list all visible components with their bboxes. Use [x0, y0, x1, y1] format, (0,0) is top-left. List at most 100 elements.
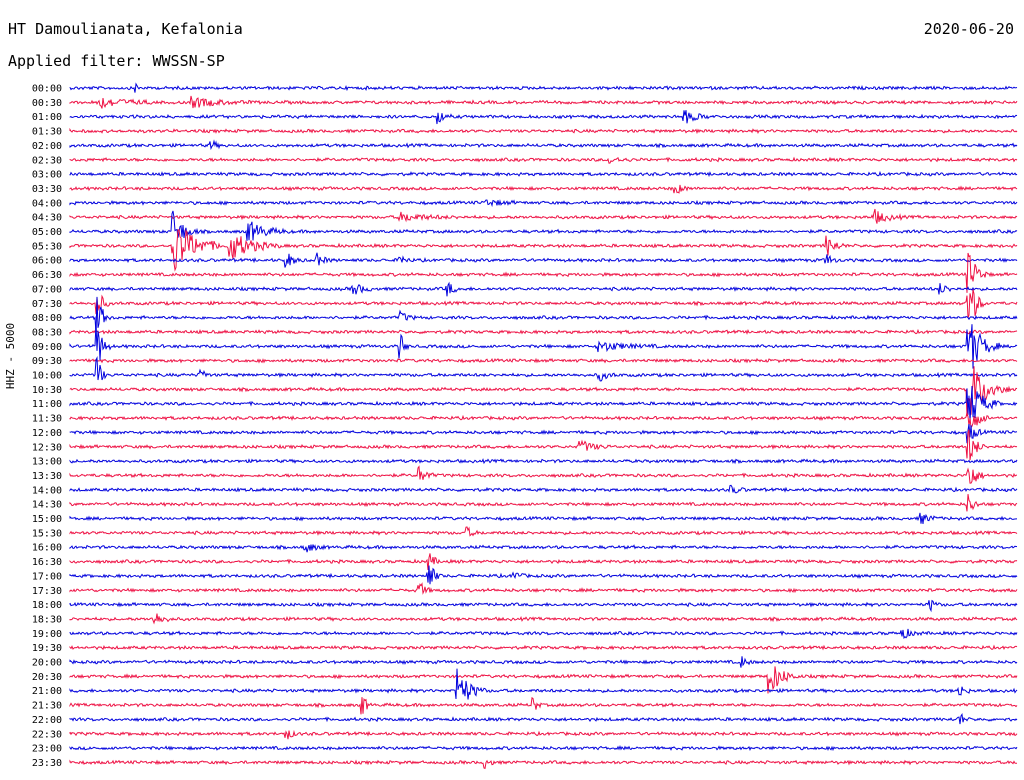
seismic-trace — [69, 582, 1018, 595]
row-time-label: 16:30 — [32, 557, 62, 568]
seismic-trace — [69, 494, 1018, 512]
seismic-trace — [69, 512, 1017, 525]
seismic-trace — [69, 357, 1018, 364]
row-time-label: 21:00 — [32, 686, 62, 697]
row-time-label: 02:00 — [32, 141, 62, 152]
row-time-label: 15:00 — [32, 514, 62, 525]
seismic-trace — [69, 745, 1018, 752]
seismic-trace — [69, 210, 1018, 241]
row-time-label: 13:00 — [32, 457, 62, 468]
row-time-label: 08:30 — [32, 327, 62, 338]
seismic-trace — [69, 565, 1018, 585]
seismic-trace — [69, 553, 1018, 570]
row-time-label: 06:00 — [32, 256, 62, 267]
row-time-label: 21:30 — [32, 701, 62, 712]
row-time-label: 12:00 — [32, 428, 62, 439]
row-time-label: 03:30 — [32, 184, 62, 195]
seismic-trace — [69, 127, 1018, 135]
row-time-label: 13:30 — [32, 471, 62, 482]
seismic-trace — [69, 296, 1018, 335]
seismic-trace — [69, 429, 1018, 461]
row-time-label: 00:30 — [32, 98, 62, 109]
seismic-trace — [69, 366, 1018, 417]
row-time-label: 19:30 — [32, 643, 62, 654]
seismic-trace — [69, 644, 1018, 651]
seismic-trace — [69, 544, 1018, 553]
row-time-label: 10:00 — [32, 371, 62, 382]
seismic-trace — [69, 208, 1018, 224]
seismic-trace — [69, 156, 1018, 164]
row-time-label: 14:00 — [32, 485, 62, 496]
row-time-label: 18:30 — [32, 614, 62, 625]
row-time-label: 01:00 — [32, 112, 62, 123]
seismic-trace — [69, 713, 1018, 725]
row-time-label: 01:30 — [32, 127, 62, 138]
row-time-label: 20:30 — [32, 672, 62, 683]
seismic-trace — [69, 289, 1018, 319]
row-time-label: 17:30 — [32, 586, 62, 597]
seismic-trace — [69, 696, 1018, 715]
filter-label: Applied filter: WWSSN-SP — [8, 52, 225, 70]
seismic-trace — [69, 252, 1018, 293]
row-time-label: 00:00 — [32, 84, 62, 95]
seismic-trace — [69, 484, 1018, 494]
seismic-trace — [69, 458, 1018, 465]
row-time-label: 09:30 — [32, 356, 62, 367]
station-title: HT Damoulianata, Kefalonia — [8, 20, 243, 38]
seismic-trace — [69, 139, 1018, 151]
seismic-trace — [69, 628, 1018, 640]
seismic-trace — [69, 759, 1018, 770]
row-time-label: 16:00 — [32, 543, 62, 554]
seismic-trace — [69, 424, 1018, 444]
row-time-label: 20:00 — [32, 658, 62, 669]
row-time-label: 11:30 — [32, 414, 62, 425]
seismic-trace — [69, 110, 1018, 125]
row-time-label: 05:30 — [32, 241, 62, 252]
row-time-label: 09:00 — [32, 342, 62, 353]
seismic-trace — [69, 95, 1018, 109]
seismic-trace — [69, 666, 1018, 694]
row-time-label: 03:00 — [32, 170, 62, 181]
seismic-trace — [69, 599, 1018, 613]
seismic-trace — [69, 199, 1018, 208]
row-time-label: 05:00 — [32, 227, 62, 238]
seismic-trace — [69, 385, 1018, 422]
seismic-trace — [69, 465, 1018, 484]
row-time-label: 18:00 — [32, 600, 62, 611]
seismic-trace — [69, 323, 1018, 369]
row-time-label: 22:00 — [32, 715, 62, 726]
row-time-label: 11:00 — [32, 399, 62, 410]
row-time-label: 23:00 — [32, 744, 62, 755]
row-time-label: 02:30 — [32, 155, 62, 166]
row-time-label: 23:30 — [32, 758, 62, 769]
seismic-trace — [69, 82, 1018, 93]
seismic-trace — [69, 355, 1018, 382]
seismic-trace — [69, 668, 1018, 700]
row-time-label: 22:30 — [32, 729, 62, 740]
seismic-trace — [69, 729, 1018, 740]
row-time-label: 10:30 — [32, 385, 62, 396]
record-date: 2020-06-20 — [923, 20, 1014, 38]
row-time-label: 15:30 — [32, 528, 62, 539]
row-time-label: 07:00 — [32, 284, 62, 295]
seismic-trace — [69, 412, 1018, 430]
row-time-label: 17:00 — [32, 571, 62, 582]
row-time-label: 12:30 — [32, 442, 62, 453]
row-time-label: 08:00 — [32, 313, 62, 324]
row-time-label: 04:00 — [32, 198, 62, 209]
seismic-trace — [69, 229, 1018, 272]
seismic-trace — [69, 252, 1018, 268]
row-time-label: 19:00 — [32, 629, 62, 640]
seismic-trace — [69, 170, 1018, 178]
seismic-trace — [69, 613, 1018, 625]
seismic-trace — [69, 281, 1018, 297]
seismic-trace — [69, 184, 1018, 194]
seismic-trace — [69, 526, 1018, 537]
row-time-label: 14:30 — [32, 500, 62, 511]
seismic-trace — [69, 656, 1018, 668]
seismic-trace — [69, 328, 1018, 335]
row-time-label: 04:30 — [32, 213, 62, 224]
row-time-label: 07:30 — [32, 299, 62, 310]
row-time-label: 06:30 — [32, 270, 62, 281]
